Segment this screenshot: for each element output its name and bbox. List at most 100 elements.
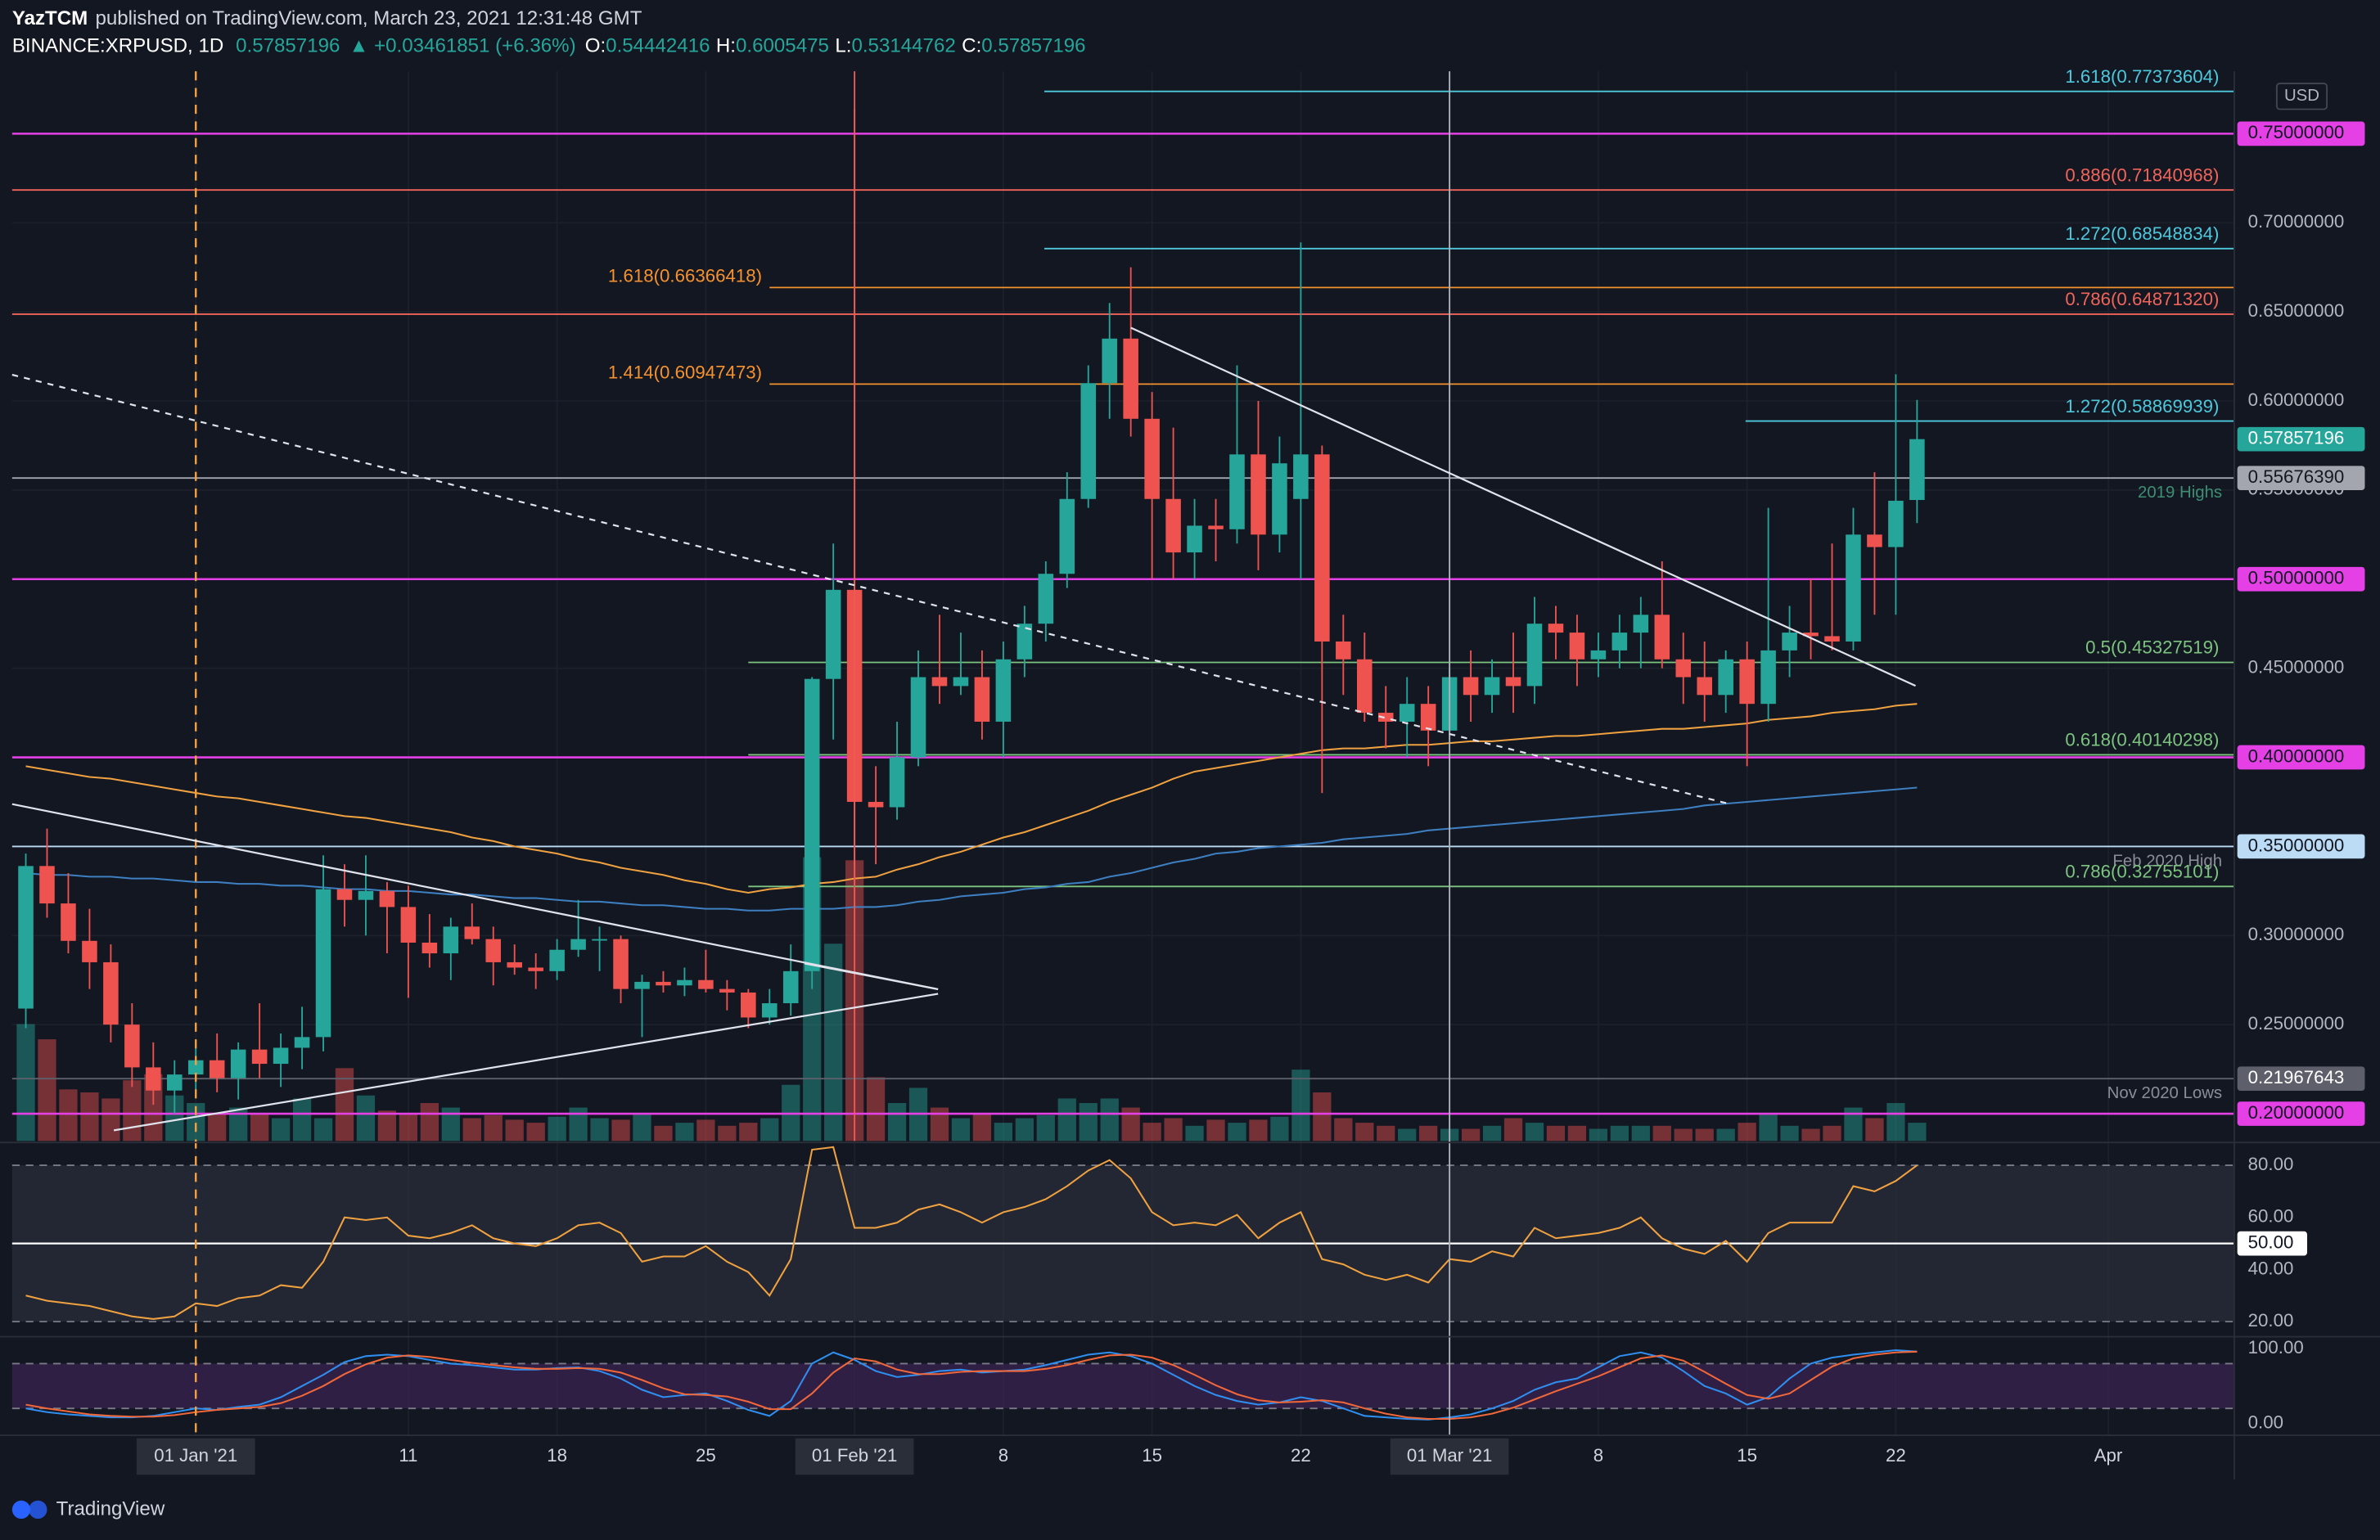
candle-body — [613, 939, 629, 989]
candle-body — [1377, 713, 1394, 722]
volume-bar — [1206, 1119, 1225, 1141]
candle-body — [1909, 439, 1925, 501]
candle-body — [1526, 624, 1543, 687]
change: ▲ +0.03461851 (+6.36%) — [349, 35, 576, 57]
candle-body — [1675, 659, 1692, 678]
y-tick-label: 20.00 — [2248, 1310, 2294, 1331]
candle-body — [187, 1060, 204, 1075]
candle-body — [358, 890, 374, 900]
candle-body — [1548, 624, 1564, 633]
candle-body — [167, 1074, 183, 1091]
volume-bar — [1015, 1118, 1034, 1141]
volume-bar — [1503, 1118, 1523, 1141]
volume-bar — [1377, 1125, 1395, 1141]
volume-bar — [1738, 1123, 1756, 1141]
candle-body — [1208, 525, 1224, 529]
candle-body — [931, 677, 948, 687]
volume-bar — [16, 1024, 35, 1141]
x-tick-box — [1390, 1438, 1509, 1475]
volume-bar — [1674, 1128, 1693, 1141]
drawings — [11, 71, 1916, 1436]
volume-bar — [1249, 1119, 1268, 1141]
candle-body — [1102, 338, 1117, 384]
volume-bar — [1695, 1128, 1714, 1141]
volume-bar — [59, 1089, 78, 1141]
moving-average — [25, 786, 1918, 912]
candle-body — [1123, 338, 1138, 419]
volume-bar — [824, 943, 843, 1141]
y-tick-label: 0.70000000 — [2248, 211, 2345, 232]
candle-body — [400, 907, 417, 943]
level-label: 1.618(0.66366418) — [608, 265, 762, 286]
candle-body — [910, 677, 926, 758]
currency-box[interactable] — [2275, 83, 2328, 110]
x-tick-label: 01 Jan '21 — [154, 1445, 237, 1466]
price-box — [2237, 426, 2365, 452]
brand-logo — [11, 1500, 47, 1520]
volume-bar — [1546, 1125, 1566, 1141]
candle-body — [336, 889, 353, 900]
candle-body — [315, 889, 331, 1038]
logo-mark — [11, 1500, 31, 1520]
volume-bar — [866, 1077, 886, 1141]
level-label: 0.55676390 — [2248, 466, 2345, 487]
data-layer — [11, 71, 2234, 1436]
volume-bar — [441, 1107, 460, 1141]
volume-bar — [1143, 1123, 1161, 1141]
candle-body — [1420, 704, 1436, 731]
volume-bar — [1291, 1069, 1310, 1141]
candle-body — [741, 992, 756, 1018]
volume-bar — [972, 1113, 992, 1141]
volume-bar — [208, 1113, 227, 1141]
candle-body — [230, 1049, 246, 1078]
close-value: 0.57857196 — [981, 35, 1085, 57]
volume-bar — [1567, 1125, 1587, 1141]
volume-bar — [760, 1118, 779, 1141]
level-box — [2237, 121, 2365, 146]
level-label: 0.35000000 — [2248, 835, 2345, 855]
candle-body — [1336, 641, 1351, 660]
candle-body — [825, 589, 841, 679]
candle-body — [1697, 677, 1712, 696]
candle-body — [209, 1060, 225, 1078]
volume-bar — [356, 1095, 376, 1141]
candle-body — [146, 1067, 161, 1091]
currency[interactable]: USD — [2284, 87, 2319, 105]
ohlc-letter: H: — [716, 35, 736, 57]
volume-bar — [1185, 1125, 1204, 1141]
candle-body — [421, 942, 438, 954]
volume-bar — [1844, 1107, 1863, 1141]
y-tick-label: 0.30000000 — [2248, 924, 2345, 944]
candle-body — [804, 678, 820, 971]
volume-bar — [1079, 1102, 1098, 1141]
candle-body — [379, 890, 395, 907]
trendline — [11, 803, 939, 991]
volume-bar — [1164, 1118, 1183, 1141]
candle-body — [1229, 454, 1245, 529]
x-tick-label: 11 — [399, 1445, 417, 1466]
candle-body — [18, 866, 34, 1009]
volume-bar — [1525, 1123, 1544, 1141]
candle-body — [868, 801, 884, 808]
volume-bar — [80, 1092, 99, 1141]
x-tick-label: Apr — [2094, 1445, 2123, 1466]
candle-body — [762, 1003, 778, 1018]
candle-body — [1505, 677, 1521, 687]
volume-bar — [633, 1113, 651, 1141]
volume-bar — [271, 1118, 291, 1141]
volume-bar — [505, 1119, 524, 1141]
ohlc-letter: C: — [962, 35, 981, 57]
level-label: 1.272(0.58869939) — [2065, 396, 2219, 417]
candle-body — [889, 757, 905, 808]
volume-bar — [1716, 1128, 1735, 1141]
open-value: 0.54442416 — [606, 35, 710, 57]
candle-body — [656, 981, 671, 986]
indicator-line — [25, 1350, 1918, 1420]
candle-body — [443, 926, 459, 954]
volume-bar — [569, 1107, 588, 1141]
x-tick-label: 22 — [1291, 1445, 1311, 1466]
volume-bar — [292, 1098, 312, 1141]
publish-line: YazTCM published on TradingView.com, Marc… — [12, 7, 642, 29]
